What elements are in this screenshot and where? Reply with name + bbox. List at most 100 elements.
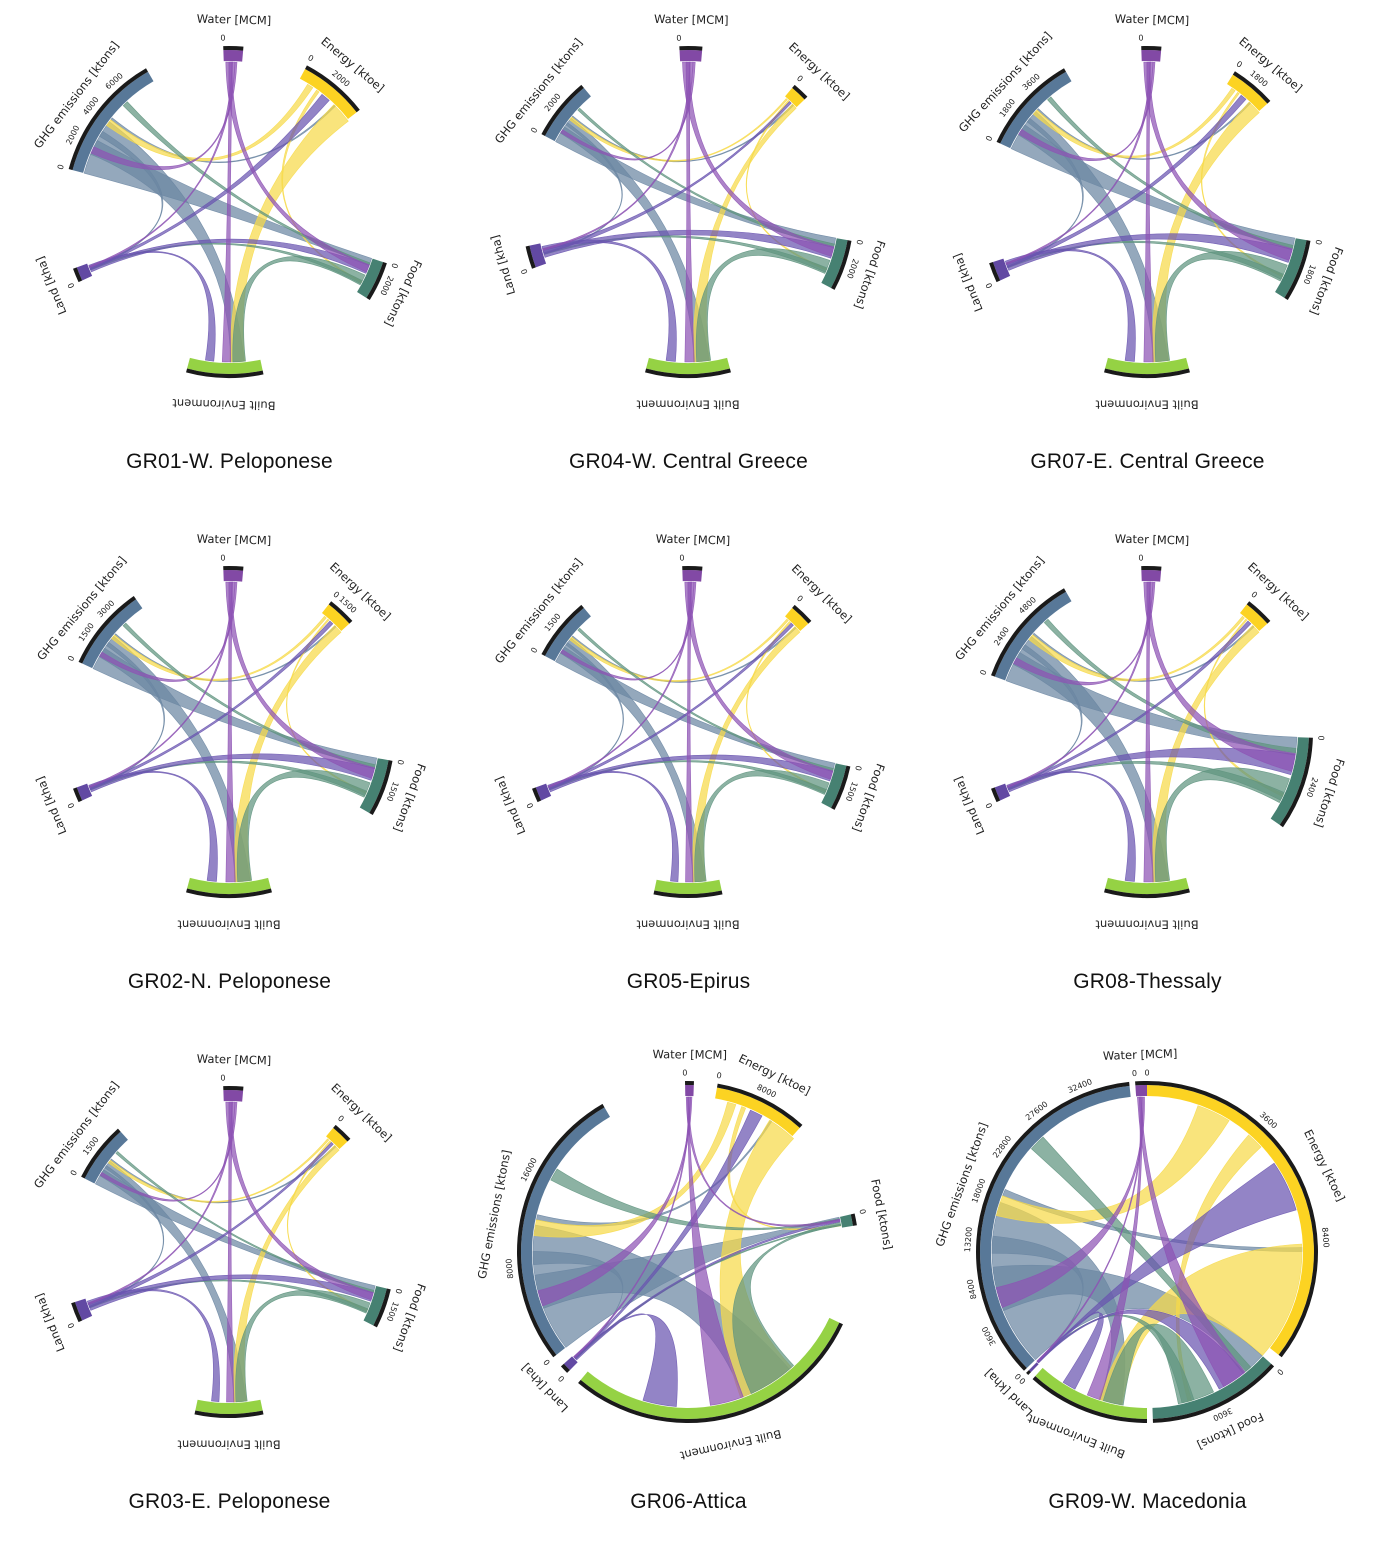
ribbon-water-to-ghg [90, 61, 238, 171]
sector-rim-ghg [541, 604, 584, 656]
sector-label-built: Built Environment [172, 396, 276, 413]
tick-label-energy: 0 [795, 594, 805, 604]
ribbons [1004, 61, 1296, 363]
sector-arc-water [679, 49, 703, 62]
chord-panel: 0 Water [MCM] 0 Energy [ktoe] 0 2400 Food [kto… [918, 522, 1377, 1042]
sector-arc-ghg [521, 1107, 610, 1355]
tick-label-water: 0 [220, 554, 225, 563]
ribbon-food-to-built [695, 248, 831, 363]
sector-rim-built [186, 888, 272, 898]
sector-label-land: Land [kha] [951, 774, 988, 836]
ribbon-land-to-built [88, 771, 218, 882]
sector-rim-built [653, 890, 723, 898]
ribbon-water-to-land [1005, 61, 1154, 265]
sector-rim-built [645, 368, 731, 378]
tick-label-ghg: 8400 [965, 1278, 978, 1300]
ribbon-water-to-ghg [537, 1096, 693, 1307]
tick-label-food: 0 [1316, 735, 1325, 740]
sector-arc-food [1270, 737, 1309, 825]
sector-label-built: Built Environment [636, 918, 740, 932]
sector-label-land: Land [kha] [982, 1366, 1036, 1419]
tick-label-ghg: 0 [542, 1357, 552, 1367]
tick-label-land: 0 [66, 1321, 76, 1329]
sector-arc-energy [785, 87, 805, 108]
tick-label-ghg: 0 [56, 163, 66, 170]
tick-label-food: 0 [854, 239, 864, 246]
sector-label-land: Land [kha] [33, 254, 70, 316]
panel-caption: GR09-W. Macedonia [1048, 1490, 1247, 1513]
sector-arc-ghg [544, 607, 591, 662]
sector-arc-ghg [1000, 71, 1072, 149]
tick-label-energy: 0 [1144, 1069, 1149, 1078]
tick-label-ghg: 0 [529, 126, 539, 135]
sector-arc-land [76, 263, 93, 281]
sector-rim-built [578, 1322, 843, 1423]
sector-arc-energy [1147, 1085, 1314, 1355]
tick-label-ghg: 8000 [504, 1258, 515, 1279]
ribbon-energy-to-ghg [107, 1138, 330, 1203]
panel-caption: GR08-Thessaly [1073, 970, 1222, 993]
ribbons [532, 1096, 842, 1407]
ribbon-land-to-built [547, 771, 679, 882]
sector-arc-land [535, 783, 552, 801]
sector-rim-food [1284, 240, 1311, 300]
sector-arc-food [840, 1214, 853, 1228]
sector-rim-water [685, 1081, 694, 1086]
ribbons [547, 581, 836, 883]
tick-label-food: 2400 [1305, 776, 1320, 798]
sector-arc-land [1028, 1362, 1039, 1373]
sector-label-built: Built Environment [1095, 918, 1199, 932]
ribbon-energy-to-ghg [1028, 615, 1245, 682]
ribbon-water-to-land [542, 61, 694, 251]
sector-rim-land [532, 787, 542, 803]
sector-label-built: Built Environment [177, 918, 281, 932]
tick-label-energy: 0 [1249, 590, 1259, 600]
sector-label-food: Food [ktons] [391, 762, 429, 834]
ribbon-food-to-built [232, 256, 366, 363]
chord-panel: 0 Water [MCM] 0 8000 Energy [ktoe] 0 Food [kto… [459, 1042, 918, 1562]
panel-caption: GR06-Attica [630, 1490, 747, 1513]
sector-rim-ghg [81, 1128, 121, 1179]
sector-label-land: Land [kha] [518, 1361, 571, 1415]
ribbon-water-to-land [88, 61, 236, 268]
panel-caption: GR02-N. Peloponese [127, 970, 332, 993]
tick-label-water: 0 [220, 1074, 225, 1083]
ribbon-water-to-land [88, 581, 236, 788]
ribbons [541, 61, 837, 363]
ribbon-water-to-land [87, 1101, 236, 1305]
ribbons [1005, 581, 1298, 883]
sector-arc-water [1141, 50, 1162, 62]
chord-panel: 0 Water [MCM] 0 Energy [ktoe] 0 1500 Food [kto… [459, 522, 918, 1042]
sector-rim-water [682, 566, 703, 571]
tick-label-ghg: 0 [66, 654, 76, 662]
panel-caption: GR03-E. Peloponese [128, 1490, 331, 1513]
sector-arc-water [223, 50, 244, 62]
ribbon-water-to-food [225, 1101, 374, 1301]
tick-label-energy: 0 [716, 1071, 723, 1081]
tick-label-land: 0 [525, 801, 535, 809]
tick-label-energy: 0 [795, 74, 805, 84]
sector-rim-food [831, 240, 852, 290]
sector-rim-land [1026, 1370, 1031, 1376]
sector-rim-land [991, 787, 1001, 803]
tick-label-ghg: 0 [529, 646, 539, 655]
sector-label-water: Water [MCM] [197, 12, 272, 28]
sector-label-built: Built Environment [678, 1427, 782, 1463]
ribbon-water-to-ghg [1018, 61, 1156, 161]
sector-label-water: Water [MCM] [654, 12, 729, 27]
chord-panel: 0 Water [MCM] 0 1800 Energy [ktoe] 0 1800 Food … [918, 2, 1377, 522]
sector-arc-food [363, 1285, 387, 1326]
tick-label-food: 0 [853, 765, 863, 772]
panel-caption: GR04-W. Central Greece [569, 450, 808, 473]
sector-arc-built [195, 1399, 263, 1414]
sector-rim-energy [792, 84, 808, 100]
sector-arc-built [646, 357, 730, 374]
tick-label-ghg: 0 [69, 1169, 79, 1178]
ribbon-food-to-built [236, 769, 371, 883]
sector-rim-energy [792, 604, 812, 624]
tick-label-water: 0 [220, 34, 225, 43]
